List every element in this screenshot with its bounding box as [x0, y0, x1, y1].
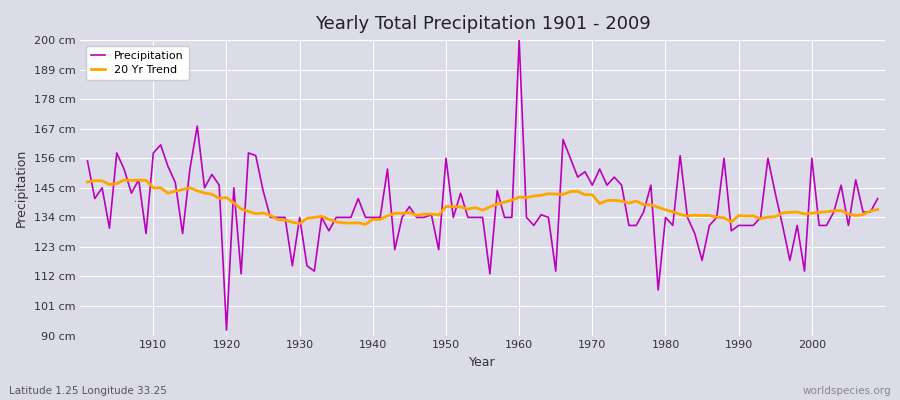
- 20 Yr Trend: [528, 194, 539, 198]
- 20 Yr Trend: [353, 220, 364, 225]
- Precipitation: [616, 183, 627, 188]
- Title: Yearly Total Precipitation 1901 - 2009: Yearly Total Precipitation 1901 - 2009: [315, 15, 651, 33]
- Precipitation: [521, 215, 532, 220]
- Text: Latitude 1.25 Longitude 33.25: Latitude 1.25 Longitude 33.25: [9, 386, 166, 396]
- Precipitation: [82, 158, 93, 163]
- Line: 20 Yr Trend: 20 Yr Trend: [87, 180, 878, 224]
- Precipitation: [309, 269, 320, 274]
- 20 Yr Trend: [82, 180, 93, 184]
- Precipitation: [353, 196, 364, 201]
- 20 Yr Trend: [872, 207, 883, 212]
- Legend: Precipitation, 20 Yr Trend: Precipitation, 20 Yr Trend: [86, 46, 189, 80]
- Text: worldspecies.org: worldspecies.org: [803, 386, 891, 396]
- 20 Yr Trend: [309, 215, 320, 220]
- Precipitation: [528, 223, 539, 228]
- 20 Yr Trend: [148, 186, 158, 190]
- 20 Yr Trend: [360, 222, 371, 227]
- 20 Yr Trend: [616, 199, 627, 204]
- Precipitation: [140, 231, 151, 236]
- Precipitation: [221, 328, 232, 333]
- 20 Yr Trend: [521, 195, 532, 200]
- X-axis label: Year: Year: [469, 356, 496, 369]
- Precipitation: [872, 196, 883, 201]
- 20 Yr Trend: [119, 178, 130, 182]
- Precipitation: [514, 38, 525, 42]
- Line: Precipitation: Precipitation: [87, 40, 878, 330]
- Y-axis label: Precipitation: Precipitation: [15, 149, 28, 227]
